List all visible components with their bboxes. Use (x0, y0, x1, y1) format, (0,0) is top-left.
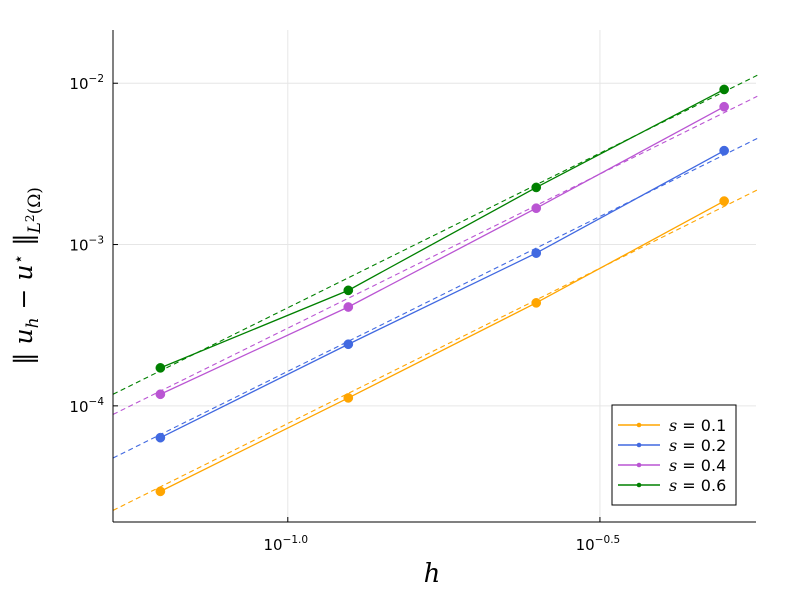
legend-label: s = 0.6 (669, 476, 726, 495)
data-point (343, 302, 354, 312)
legend-box (611, 404, 737, 506)
legend-value: 0.6 (701, 476, 726, 495)
data-point (155, 389, 166, 400)
legend-value: 0.2 (701, 436, 726, 455)
legend-variable: s (669, 416, 677, 435)
data-point (719, 101, 729, 112)
tick-exponent: −4 (89, 396, 105, 408)
legend-marker (636, 462, 642, 468)
legend-value: 0.4 (701, 456, 726, 475)
series-line (160, 88, 725, 369)
series-line (160, 106, 725, 395)
data-point (343, 393, 354, 403)
legend-equals: = (677, 416, 701, 435)
y-ticks: 10−410−310−2 (69, 73, 118, 416)
tick-exponent: −3 (89, 235, 104, 247)
legend-label: s = 0.4 (669, 456, 726, 475)
y-tick-label: 10−3 (69, 235, 104, 255)
legend-marker (636, 482, 642, 488)
legend-variable: s (669, 456, 677, 475)
legend-label: s = 0.1 (669, 416, 726, 435)
legend-variable: s (669, 436, 677, 455)
tick-exponent: −0.5 (595, 534, 621, 546)
tick-base: 10 (576, 536, 595, 554)
y-tick-label: 10−4 (69, 396, 104, 416)
tick-exponent: −1.0 (283, 534, 309, 546)
fit-line (112, 95, 758, 415)
series-lines (155, 84, 729, 497)
tick-base: 10 (69, 398, 88, 416)
x-tick-label: 10−1.0 (263, 534, 308, 554)
data-point (343, 339, 354, 350)
grid (113, 30, 756, 522)
series-line (160, 150, 725, 439)
legend-label: s = 0.2 (669, 436, 726, 455)
x-ticks: 10−1.0 10−0.5 (263, 517, 620, 554)
legend-equals: = (677, 436, 701, 455)
legend-equals: = (677, 456, 701, 475)
y-axis-label-text: ‖ uh − u⋆ ‖L2(Ω) (9, 187, 45, 365)
legend-value: 0.1 (701, 416, 726, 435)
data-point (343, 285, 354, 296)
legend-equals: = (677, 476, 701, 495)
x-tick-label: 10−0.5 (576, 534, 621, 554)
data-point (719, 145, 729, 156)
data-point (531, 248, 542, 258)
axes (112, 30, 756, 523)
series-line (160, 200, 725, 492)
data-point (719, 196, 729, 206)
legend-marker (636, 422, 642, 428)
data-point (531, 298, 542, 308)
y-axis-label: ‖ uh − u⋆ ‖L2(Ω) (9, 187, 45, 365)
legend: s = 0.1s = 0.2s = 0.4s = 0.6 (611, 404, 737, 506)
tick-base: 10 (263, 536, 282, 554)
data-point (531, 182, 542, 193)
legend-variable: s (669, 476, 677, 495)
legend-marker (636, 442, 642, 448)
data-point (531, 203, 542, 214)
fit-line (112, 189, 758, 511)
data-point (719, 84, 729, 95)
data-point (155, 432, 166, 443)
x-axis-label: h (424, 559, 441, 589)
y-tick-label: 10−2 (69, 73, 104, 93)
tick-base: 10 (69, 237, 88, 255)
tick-base: 10 (69, 75, 88, 93)
tick-exponent: −2 (89, 73, 104, 85)
data-point (155, 363, 166, 373)
data-point (155, 486, 166, 497)
